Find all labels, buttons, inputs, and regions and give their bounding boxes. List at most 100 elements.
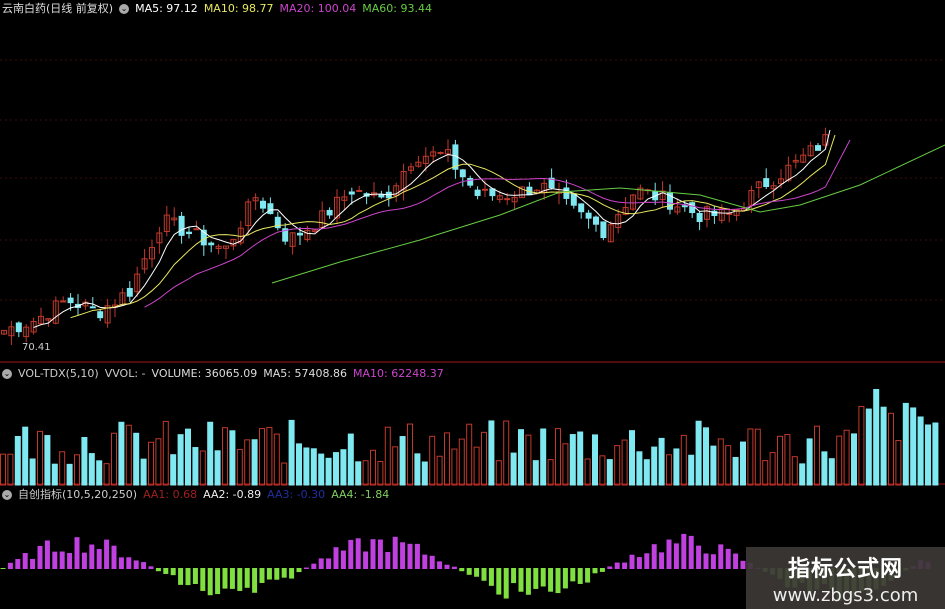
volume-bar xyxy=(851,433,857,486)
candle-body xyxy=(430,151,437,157)
candle-body xyxy=(815,145,821,151)
indicator-bar xyxy=(59,551,65,569)
candle-body xyxy=(607,224,614,243)
volume-bar xyxy=(932,422,939,486)
volume-bar xyxy=(384,426,391,486)
volume-bar xyxy=(155,438,162,486)
indicator-bar xyxy=(289,568,295,579)
low-price-label: 70.41 xyxy=(22,342,51,353)
indicator-bar xyxy=(67,552,73,569)
volume-bar xyxy=(873,389,880,486)
chevron-down-icon[interactable]: ⌄ xyxy=(119,4,130,14)
indicator-bar xyxy=(7,562,13,569)
volume-bar xyxy=(81,437,88,486)
indicator-bar xyxy=(363,551,369,569)
candle-body xyxy=(482,188,488,191)
indicator-bar xyxy=(266,568,272,580)
volume-bar xyxy=(451,448,458,486)
ma10-label: MA10: 98.77 xyxy=(203,2,274,15)
volume-bar xyxy=(703,427,709,486)
indicator-bar xyxy=(540,568,546,587)
volume-bar xyxy=(880,406,887,486)
indicator-bar xyxy=(170,568,176,576)
indicator-bar xyxy=(118,557,124,569)
indicator-bar xyxy=(622,562,628,569)
candle-body xyxy=(282,228,289,242)
indicator-bar xyxy=(370,539,376,569)
candle-body xyxy=(126,287,133,297)
volume-bar xyxy=(111,432,117,486)
volume-bar xyxy=(836,435,843,486)
volume-bar xyxy=(399,436,406,486)
indicator-bar xyxy=(385,551,391,569)
volume-bar xyxy=(473,446,480,486)
volume-bar xyxy=(333,452,339,486)
volume-bar xyxy=(59,451,66,486)
indicator-bar xyxy=(192,568,198,584)
candle-body xyxy=(807,145,814,157)
volume-bar xyxy=(44,435,51,486)
volume-bar xyxy=(888,412,894,486)
volume-bar xyxy=(732,456,739,486)
indicator-bar xyxy=(599,568,605,572)
indicator-bar xyxy=(0,568,6,569)
volume-bar xyxy=(592,434,598,486)
volume-bar xyxy=(680,434,687,486)
vol-ma5-label: MA5: 57408.86 xyxy=(263,367,347,380)
candle-body xyxy=(186,231,192,235)
volume-bar xyxy=(392,446,399,486)
indicator-bar xyxy=(651,544,657,569)
candle-body xyxy=(548,177,555,189)
volume-bar xyxy=(717,438,724,486)
volume-bar xyxy=(606,459,613,486)
volume-bar xyxy=(584,458,591,486)
volume-bar xyxy=(902,402,909,486)
volume-bar xyxy=(362,460,369,486)
volume-bar xyxy=(29,458,36,486)
candle-body xyxy=(800,154,807,163)
candle-body xyxy=(1,329,7,335)
volume-bar xyxy=(325,457,332,486)
indicator-bar xyxy=(481,568,487,581)
indicator-bar xyxy=(733,553,739,569)
volume-bar xyxy=(222,427,228,486)
candle-body xyxy=(97,311,104,319)
volume-bar xyxy=(340,449,347,486)
candle-body xyxy=(770,185,777,190)
indicator-bar xyxy=(318,558,324,569)
indicator-bar xyxy=(525,568,531,595)
ma20-label: MA20: 100.04 xyxy=(279,2,357,15)
volume-bar xyxy=(481,431,487,486)
stock-title: 云南白药(日线 前复权) xyxy=(2,2,114,15)
volume-bar xyxy=(148,441,154,486)
chevron-down-icon[interactable]: ⌄ xyxy=(2,369,12,379)
candle-body xyxy=(496,195,503,200)
aa4-label: AA4: -1.84 xyxy=(331,488,390,501)
chevron-down-icon[interactable]: ⌄ xyxy=(2,490,12,500)
indicator-bar xyxy=(570,568,576,582)
candle-body xyxy=(326,209,333,216)
indicator-bar xyxy=(503,568,509,599)
volume-bar xyxy=(66,463,73,486)
indicator-bar xyxy=(488,568,494,586)
volume-bar xyxy=(88,453,95,486)
volume-bar xyxy=(303,447,310,486)
candle-body xyxy=(696,212,703,222)
volume-bar xyxy=(562,443,569,486)
volume-bar xyxy=(843,429,850,486)
volume-bar xyxy=(643,459,650,486)
candle-body xyxy=(704,206,710,220)
volume-bar xyxy=(688,454,695,486)
volume-bar xyxy=(821,451,828,486)
volume-bar xyxy=(540,428,547,486)
volume-bar xyxy=(310,448,317,486)
candle-body xyxy=(348,191,355,195)
volume-bar xyxy=(695,420,702,486)
indicator-bar xyxy=(340,550,346,569)
candle-body xyxy=(8,326,15,337)
vol-ma10-label: MA10: 62248.37 xyxy=(352,367,444,380)
indicator-bar xyxy=(474,568,480,577)
volume-bar xyxy=(74,454,80,486)
candle-body xyxy=(585,212,592,219)
